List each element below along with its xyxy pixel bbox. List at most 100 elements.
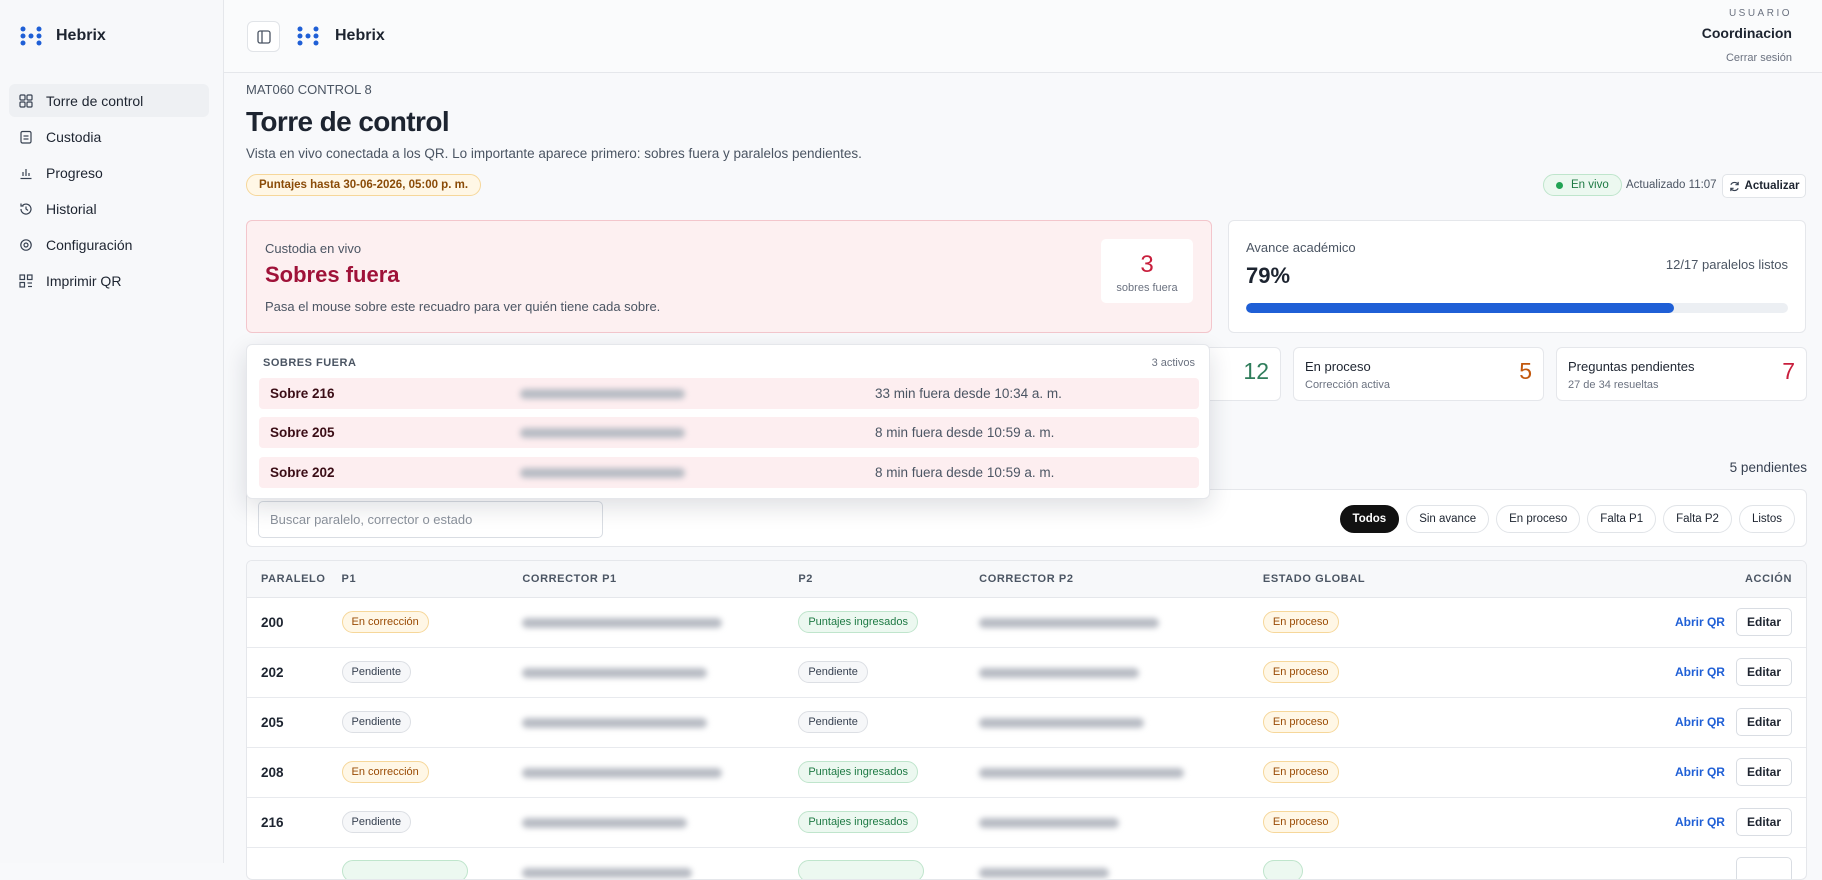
status-badge: Pendiente [342, 811, 412, 833]
open-qr[interactable]: Abrir QR [1675, 815, 1725, 829]
status-badge: Pendiente [798, 711, 868, 733]
status-badge: En corrección [342, 611, 429, 633]
logo [20, 26, 42, 46]
column-header: PARALELO [247, 561, 341, 597]
popover: SOBRES FUERA 3 activos Sobre 216 33 min … [246, 344, 1210, 499]
redacted-name [522, 868, 692, 878]
custody-card[interactable]: Custodia en vivo Sobres fuera Pasa el mo… [246, 220, 1212, 333]
paralelo: 202 [247, 647, 341, 697]
table-row: 200 En corrección Puntajes ingresados En… [247, 597, 1806, 647]
logout[interactable]: Cerrar sesión [1702, 52, 1792, 64]
filter-chip[interactable]: Falta P1 [1587, 505, 1656, 533]
redacted-name [522, 618, 722, 628]
stat-sub: Corrección activa [1305, 379, 1390, 391]
sidebar-toggle[interactable] [247, 21, 280, 52]
open-qr[interactable]: Abrir QR [1675, 765, 1725, 779]
column-header: P2 [797, 561, 978, 597]
paralelo: 205 [247, 697, 341, 747]
envelope-name: Sobre 216 [270, 386, 335, 401]
nav-item[interactable]: Torre de control [9, 84, 209, 117]
redacted-name [979, 718, 1144, 728]
custody-hint: Pasa el mouse sobre este recuadro para v… [265, 299, 660, 314]
progress-track [1246, 303, 1788, 313]
subtitle: Vista en vivo conectada a los QR. Lo imp… [246, 146, 862, 161]
envelope-time: 33 min fuera desde 10:34 a. m. [875, 386, 1062, 401]
status-badge: En corrección [342, 761, 429, 783]
edit-button[interactable] [1736, 857, 1792, 880]
table-row: 208 En corrección Puntajes ingresados En… [247, 747, 1806, 797]
stat-value: 7 [1782, 358, 1795, 385]
custody-title: Sobres fuera [265, 262, 400, 288]
user-block: USUARIO Coordinacion Cerrar sesión [1702, 8, 1792, 64]
nav-item[interactable]: Progreso [9, 156, 209, 189]
edit-button[interactable]: Editar [1736, 708, 1792, 736]
nav-item[interactable]: Configuración [9, 228, 209, 261]
redacted-holder [520, 428, 685, 438]
paralelo: 200 [247, 597, 341, 647]
table-row: 205 Pendiente Pendiente En proceso Abrir… [247, 697, 1806, 747]
table-row: 202 Pendiente Pendiente En proceso Abrir… [247, 647, 1806, 697]
popover-count: 3 activos [1152, 357, 1195, 369]
logo [297, 26, 319, 46]
open-qr[interactable]: Abrir QR [1675, 615, 1725, 629]
nav-icon [19, 94, 33, 108]
brand-name: Hebrix [335, 27, 385, 45]
nav-item[interactable]: Imprimir QR [9, 264, 209, 297]
progress-fill [1246, 303, 1674, 313]
custody-label: Custodia en vivo [265, 241, 361, 256]
updated: Actualizado 11:07 [1626, 179, 1717, 191]
filter-chip[interactable]: Listos [1739, 505, 1795, 533]
column-header: CORRECTOR P2 [978, 561, 1262, 597]
nav-label: Custodia [46, 129, 101, 145]
edit-button[interactable]: Editar [1736, 758, 1792, 786]
progress-percent: 79% [1246, 263, 1290, 289]
filter-chip[interactable]: Falta P2 [1663, 505, 1732, 533]
nav-icon [19, 274, 33, 288]
filter-chip[interactable]: Sin avance [1406, 505, 1489, 533]
edit-button[interactable]: Editar [1736, 808, 1792, 836]
nav-label: Torre de control [46, 93, 143, 109]
user-name: Coordinacion [1702, 25, 1792, 41]
eyebrow: MAT060 CONTROL 8 [246, 82, 372, 97]
filter-chip[interactable]: En proceso [1496, 505, 1580, 533]
brand-name: Hebrix [56, 27, 106, 45]
envelope-time: 8 min fuera desde 10:59 a. m. [875, 425, 1054, 440]
column-header: CORRECTOR P1 [521, 561, 797, 597]
redacted-name [522, 818, 687, 828]
search-input[interactable]: Buscar paralelo, corrector o estado [258, 501, 603, 538]
table-row: 216 Pendiente Puntajes ingresados En pro… [247, 797, 1806, 847]
table-body: 200 En corrección Puntajes ingresados En… [247, 597, 1806, 880]
nav-item[interactable]: Historial [9, 192, 209, 225]
envelope-name: Sobre 205 [270, 425, 335, 440]
filter-chip[interactable]: Todos [1340, 505, 1400, 533]
count-box: 3 sobres fuera [1101, 239, 1193, 303]
column-header: ACCIÓN [1480, 561, 1806, 597]
status-badge: Pendiente [342, 711, 412, 733]
nav-icon [19, 130, 33, 144]
edit-button[interactable]: Editar [1736, 658, 1792, 686]
refresh-button[interactable]: Actualizar [1722, 174, 1806, 198]
stat-label: En proceso [1305, 359, 1371, 374]
progress-label: Avance académico [1246, 240, 1356, 255]
stat-label: Preguntas pendientes [1568, 359, 1694, 374]
envelope-row: Sobre 205 8 min fuera desde 10:59 a. m. [259, 417, 1199, 448]
open-qr[interactable]: Abrir QR [1675, 715, 1725, 729]
status-badge: En proceso [1263, 711, 1339, 733]
table-row [247, 847, 1806, 880]
redacted-name [979, 818, 1119, 828]
column-header: ESTADO GLOBAL [1262, 561, 1480, 597]
edit-button[interactable]: Editar [1736, 608, 1792, 636]
nav-icon [19, 238, 33, 252]
nav-item[interactable]: Custodia [9, 120, 209, 153]
live-status: En vivo [1543, 174, 1622, 196]
topbar: Hebrix USUARIO Coordinacion Cerrar sesió… [224, 0, 1822, 73]
open-qr[interactable]: Abrir QR [1675, 665, 1725, 679]
status-badge: En proceso [1263, 811, 1339, 833]
redacted-name [522, 668, 707, 678]
pending-count: 5 pendientes [1730, 460, 1807, 475]
